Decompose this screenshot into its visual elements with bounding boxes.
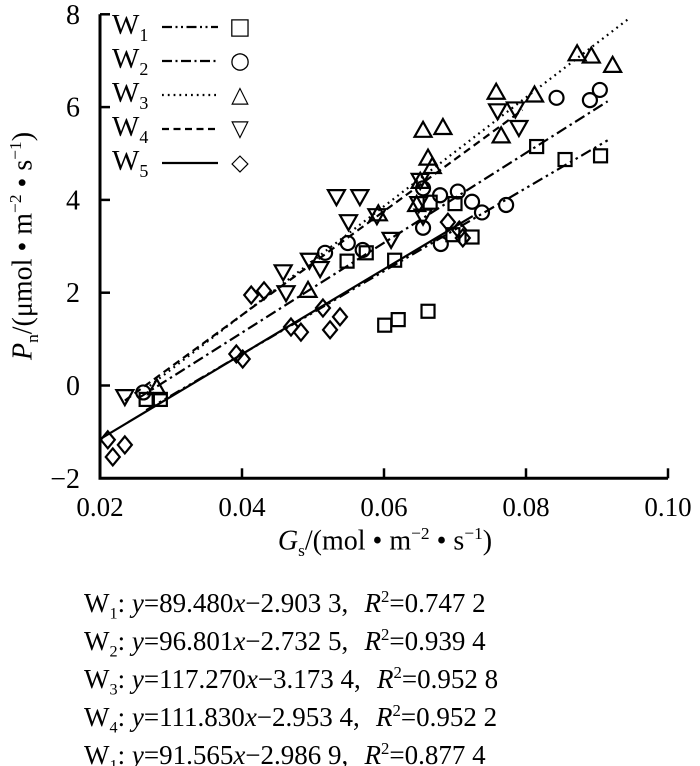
y-axis-units-2: • s [7, 159, 39, 195]
legend-label-w3: W3 [112, 76, 149, 113]
chart-plot: 0.02 0.04 0.06 0.08 0.10 −2 0 2 4 6 8 [50, 0, 691, 522]
legend-item-w3: W3 △ [112, 76, 258, 113]
legend-label-w5: W5 [112, 144, 149, 181]
legend: W1 □ W2 ○ W3 △ W4 ▽ W5 ◇ [112, 8, 258, 181]
y-axis-exp-2: −1 [6, 141, 25, 160]
svg-text:8: 8 [66, 0, 80, 31]
legend-label-w4: W4 [112, 110, 149, 147]
equation-row-5: W1: y=91.565x−2.986 9, R2=0.877 4 [84, 730, 498, 766]
legend-item-w5: W5 ◇ [112, 144, 258, 181]
x-axis-symbol-sub: s [298, 540, 305, 560]
svg-text:−2: −2 [50, 464, 80, 495]
equation-series-label: W2 [84, 626, 118, 661]
series-markers-w5 [99, 211, 472, 468]
y-axis-title: Pn/(μmol • m−2 • s−1) [6, 56, 46, 436]
regression-equations: W1: y=89.480x−2.903 3, R2=0.747 2 W2: y=96.… [84, 578, 498, 766]
equation-series-label: W1 [84, 740, 118, 766]
y-axis-tick-labels: −2 0 2 4 6 8 [50, 0, 80, 495]
legend-item-w1: W1 □ [112, 8, 258, 45]
legend-marker-square-icon: □ [229, 13, 251, 40]
y-axis-units-close: ) [7, 131, 39, 142]
x-axis-units: /(mol • m [304, 525, 412, 557]
svg-text:6: 6 [66, 93, 80, 124]
y-axis-symbol-sub: n [22, 334, 42, 343]
svg-text:4: 4 [66, 185, 80, 216]
svg-text:0.10: 0.10 [644, 492, 691, 522]
x-axis-exp-1: −2 [411, 524, 430, 543]
svg-text:0.08: 0.08 [502, 492, 549, 522]
equation-series-label: W1 [84, 588, 118, 623]
equation-row-2: W2: y=96.801x−2.732 5, R2=0.939 4 [84, 625, 486, 661]
y-axis-units: /(μmol • m [7, 212, 39, 335]
fit-line-w4 [124, 109, 524, 402]
x-axis-exp-2: −1 [464, 524, 483, 543]
y-axis-ticks [100, 13, 110, 480]
legend-line-sample-w3 [162, 93, 218, 97]
legend-line-sample-w4 [162, 127, 218, 131]
svg-text:0.04: 0.04 [218, 492, 266, 522]
legend-marker-circle-icon: ○ [229, 47, 251, 74]
equation-row-4: W4: y=111.830x−2.953 4, R2=0.952 2 [84, 701, 498, 737]
x-axis-tick-labels: 0.02 0.04 0.06 0.08 0.10 [76, 492, 691, 522]
legend-label-w2: W2 [112, 42, 149, 79]
svg-text:0: 0 [66, 371, 80, 402]
legend-line-sample-w5 [162, 161, 218, 165]
legend-marker-diamond-icon: ◇ [231, 149, 249, 176]
equation-series-label: W4 [84, 702, 118, 737]
legend-item-w2: W2 ○ [112, 42, 258, 79]
svg-text:0.02: 0.02 [76, 492, 123, 522]
x-axis-symbol: G [277, 525, 299, 557]
x-axis-title: Gs/(mol • m−2 • s−1) [185, 524, 585, 561]
legend-item-w4: W4 ▽ [112, 110, 258, 147]
svg-text:2: 2 [66, 278, 80, 309]
equation-row-3: W3: y=117.270x−3.173 4, R2=0.952 8 [84, 663, 499, 699]
series-markers-w4 [114, 101, 530, 408]
x-axis-ticks [98, 468, 670, 479]
equation-series-label: W3 [84, 664, 118, 699]
svg-text:0.06: 0.06 [360, 492, 407, 522]
y-axis-exp-1: −2 [6, 194, 25, 213]
x-axis-units-close: ) [482, 525, 493, 557]
y-axis-symbol: P [7, 342, 39, 361]
equation-row-1: W1: y=89.480x−2.903 3, R2=0.747 2 [84, 587, 486, 623]
legend-line-sample-w1 [162, 25, 218, 29]
legend-marker-triangle-up-icon: △ [231, 81, 249, 108]
legend-marker-triangle-down-icon: ▽ [231, 115, 249, 142]
x-axis-units-2: • s [429, 525, 465, 557]
legend-label-w1: W1 [112, 8, 149, 45]
legend-line-sample-w2 [162, 59, 218, 63]
fit-line-w5 [100, 215, 474, 440]
